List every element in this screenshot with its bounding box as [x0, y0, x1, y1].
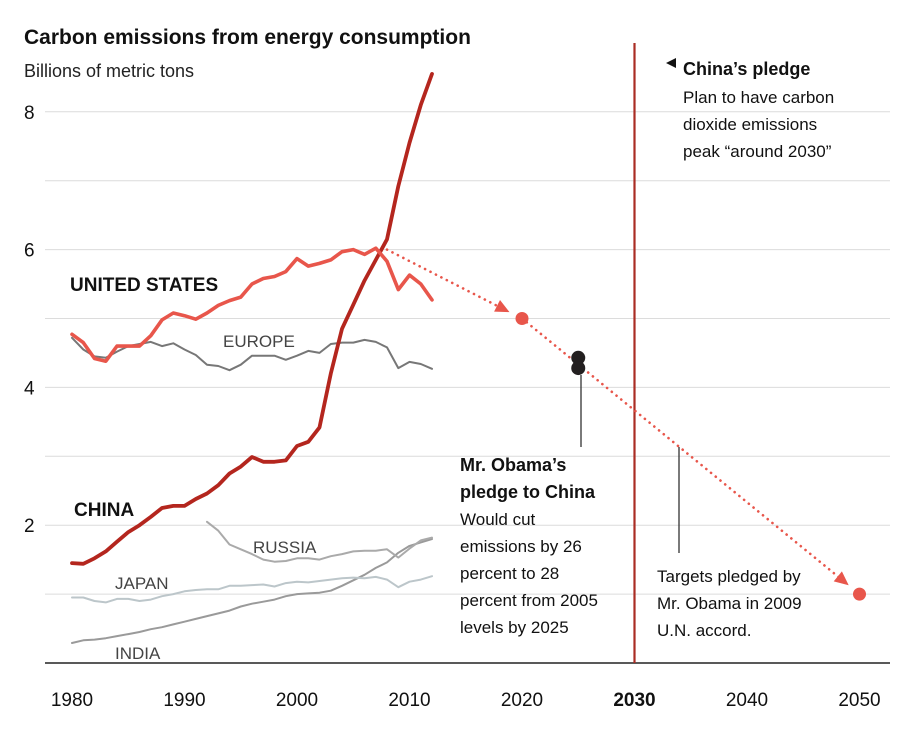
series-line-india — [71, 538, 433, 644]
x-tick-label-2020: 2020 — [501, 690, 543, 711]
targets-line-1: Targets pledged by — [657, 567, 801, 586]
x-tick-label-2010: 2010 — [388, 690, 430, 711]
x-tick-label-2000: 2000 — [276, 690, 318, 711]
chart-title: Carbon emissions from energy consumption — [24, 26, 471, 49]
china-pledge-line-1: Plan to have carbon — [683, 88, 834, 107]
obama-pledge-line-5: levels by 2025 — [460, 618, 569, 637]
obama-pledge-title-2: pledge to China — [460, 482, 596, 502]
obama-pledge-line-3: percent to 28 — [460, 564, 559, 583]
china-pledge-line-3: peak “around 2030” — [683, 142, 832, 161]
x-tick-label-2050: 2050 — [838, 690, 880, 711]
projection-arrow-icon-1 — [494, 300, 510, 313]
pledge-point-2 — [571, 361, 586, 376]
y-tick-label-8: 8 — [24, 103, 35, 124]
x-tick-label-1990: 1990 — [163, 690, 205, 711]
pledge-point-1 — [571, 350, 586, 365]
projection-segment-1 — [385, 248, 501, 308]
series-lines — [70, 72, 434, 644]
target-point-2050 — [853, 587, 866, 601]
series-line-china — [70, 72, 434, 566]
y-tick-label-2: 2 — [24, 516, 35, 537]
x-tick-label-1980: 1980 — [51, 690, 93, 711]
y-tick-labels: 2 4 6 8 — [24, 103, 35, 537]
series-line-russia — [206, 520, 433, 563]
targets-line-2: Mr. Obama in 2009 — [657, 594, 802, 613]
china-pledge-arrow-icon — [666, 58, 676, 68]
series-line-united-states — [70, 246, 434, 364]
projection-arrow-icon-2 — [833, 571, 849, 586]
china-pledge-title: China’s pledge — [683, 59, 810, 79]
obama-pledge-line-2: emissions by 26 — [460, 537, 582, 556]
data-points — [515, 312, 866, 601]
x-tick-label-2040: 2040 — [726, 690, 768, 711]
y-tick-label-4: 4 — [24, 378, 35, 399]
label-japan: JAPAN — [115, 574, 169, 593]
obama-pledge-line-1: Would cut — [460, 510, 536, 529]
x-tick-labels: 1980 1990 2000 2010 2020 2030 2040 2050 — [51, 690, 881, 711]
label-europe: EUROPE — [223, 332, 295, 351]
y-tick-label-6: 6 — [24, 241, 35, 262]
x-tick-label-2030: 2030 — [613, 690, 655, 711]
label-united-states: UNITED STATES — [70, 275, 218, 296]
targets-line-3: U.N. accord. — [657, 621, 751, 640]
obama-pledge-line-4: percent from 2005 — [460, 591, 598, 610]
grid-lines — [45, 111, 890, 664]
label-india: INDIA — [115, 644, 161, 663]
y-axis-label: Billions of metric tons — [24, 61, 194, 81]
label-china: CHINA — [74, 500, 134, 521]
label-russia: RUSSIA — [253, 538, 317, 557]
projection-lines — [385, 248, 849, 586]
obama-pledge-title-1: Mr. Obama’s — [460, 455, 566, 475]
target-point-2020 — [515, 312, 529, 325]
series-line-japan — [71, 575, 433, 604]
china-pledge-line-2: dioxide emissions — [683, 115, 817, 134]
